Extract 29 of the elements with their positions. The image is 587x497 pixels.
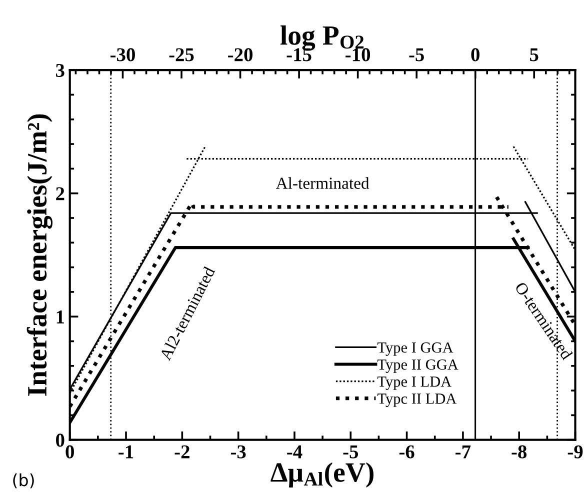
- y-tick-label: 3: [56, 64, 64, 78]
- x2-tick-label: -20: [228, 48, 252, 62]
- y-tick-label: 1: [56, 310, 64, 324]
- x2-tick-label: -10: [346, 48, 370, 62]
- x-axis-title: Δμ$_{Al}$(eV): [270, 462, 374, 488]
- legend-label: Type II GGA: [377, 359, 458, 373]
- x-tick-label: -5: [343, 445, 358, 458]
- x-tick-label: -8: [512, 445, 527, 458]
- annotation: Al-terminated: [276, 177, 370, 189]
- x-tick-label: -9: [568, 445, 583, 458]
- legend-label: Typc II LDA: [377, 394, 457, 407]
- x2-tick-label: 0: [471, 48, 480, 62]
- x-tick-label: -7: [456, 445, 471, 458]
- legend-label: Type I GGA: [377, 342, 454, 356]
- x-tick-label: -3: [230, 445, 246, 458]
- y-tick-label: 0: [56, 434, 64, 447]
- x-tick-label: -1: [118, 445, 134, 458]
- x-tick-label: -2: [174, 445, 190, 458]
- y-axis-title: Interface energies(J/m²): [26, 114, 52, 396]
- x-tick-label: 0: [66, 445, 74, 458]
- legend-label: Type I LDA: [377, 376, 452, 390]
- x-tick-label: -6: [399, 445, 414, 458]
- text: (b): [13, 473, 34, 488]
- x2-tick-label: -30: [110, 48, 135, 62]
- y-tick-label: 2: [56, 187, 64, 200]
- x2-tick-label: -5: [409, 48, 424, 62]
- x-tick-label: -4: [287, 445, 302, 458]
- x2-tick-label: 5: [530, 48, 538, 62]
- x2-tick-label: -25: [169, 48, 194, 62]
